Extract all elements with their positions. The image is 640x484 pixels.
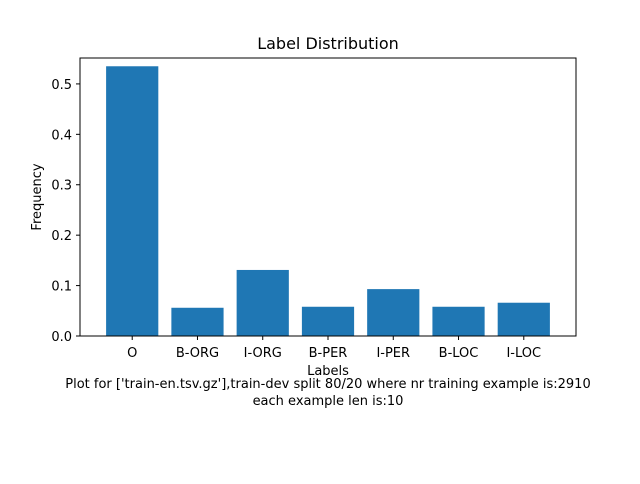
y-axis-label: Frequency [30, 163, 45, 230]
x-axis-label: Labels [307, 364, 349, 379]
caption-line-2: each example len is:10 [253, 394, 404, 409]
y-tick-label: 0.2 [51, 229, 72, 244]
bar-b-per [301, 306, 355, 336]
x-tick-label: O [127, 346, 137, 361]
x-tick-label: I-ORG [244, 346, 282, 361]
y-tick-label: 0.4 [51, 128, 72, 143]
y-tick-label: 0.0 [51, 330, 72, 345]
x-tick-label: B-PER [309, 346, 348, 361]
x-tick-label: I-PER [376, 346, 410, 361]
bar-b-org [171, 307, 224, 336]
x-tick-label: B-ORG [176, 346, 219, 361]
axes-frame [79, 57, 577, 337]
x-tick-label: B-LOC [439, 346, 479, 361]
bars-group [106, 66, 550, 337]
x-axis-ticks: O B-ORG I-ORG B-PER I-PER B-LOC I-LOC [127, 336, 541, 361]
y-axis-ticks: 0.0 0.1 0.2 0.3 0.4 0.5 [51, 78, 80, 345]
caption-line-1: Plot for ['train-en.tsv.gz'],train-dev s… [65, 377, 590, 392]
chart-title: Label Distribution [257, 34, 399, 53]
x-tick-label: I-LOC [506, 346, 541, 361]
y-tick-label: 0.1 [51, 280, 72, 295]
bar-i-org [236, 269, 289, 336]
bar-o [106, 66, 159, 337]
y-tick-label: 0.5 [51, 78, 72, 93]
plot-area: 0.0 0.1 0.2 0.3 0.4 0.5 O B-ORG I-ORG B-PER I-PER… [51, 57, 577, 361]
bar-i-loc [497, 302, 550, 336]
bar-i-per [367, 289, 420, 336]
bar-b-loc [432, 306, 485, 336]
y-tick-label: 0.3 [51, 179, 72, 194]
